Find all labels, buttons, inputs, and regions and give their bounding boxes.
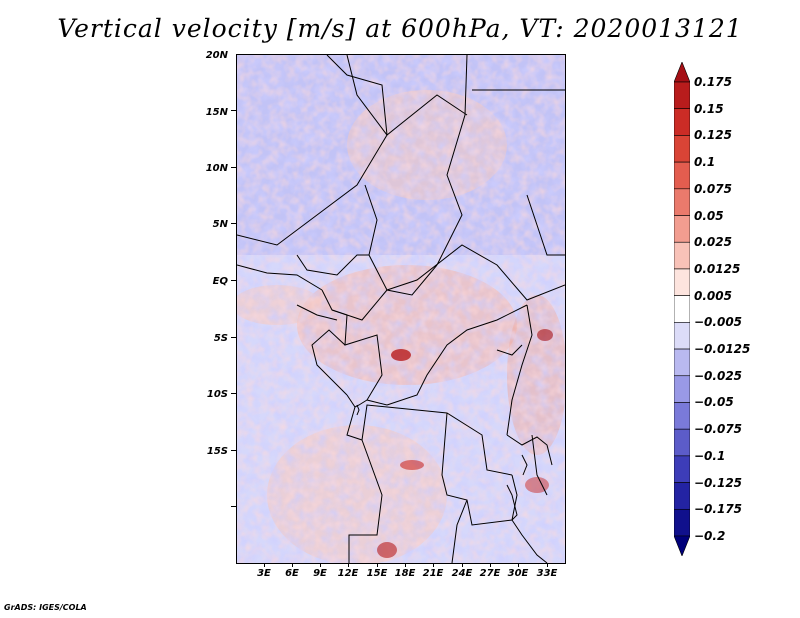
footer-credit: GrADS: IGES/COLA xyxy=(4,603,87,612)
colorbar-segment xyxy=(674,295,690,323)
colorbar-cap-top xyxy=(674,62,690,83)
lon-tick xyxy=(518,563,519,567)
lon-tick xyxy=(377,563,378,567)
colorbar-segment xyxy=(674,241,690,270)
lon-label-6e: 6E xyxy=(285,568,299,579)
colorbar-segment xyxy=(674,108,690,136)
lat-label-eq: EQ xyxy=(212,276,228,287)
colorbar-label: 0.1 xyxy=(694,155,716,170)
lat-label-5s: 5S xyxy=(213,333,228,344)
lat-tick xyxy=(231,393,236,394)
colorbar xyxy=(674,62,690,556)
lon-tick xyxy=(547,563,548,567)
lat-tick xyxy=(231,450,236,451)
lat-label-10n: 10N xyxy=(205,163,228,174)
colorbar-label: −0.005 xyxy=(694,315,743,330)
lon-label-15e: 15E xyxy=(366,568,388,579)
colorbar-label: 0.05 xyxy=(694,208,724,223)
colorbar-segment xyxy=(674,268,690,296)
colorbar-segment xyxy=(674,215,690,243)
lat-tick xyxy=(231,223,236,224)
colorbar-label: 0.0125 xyxy=(694,261,741,276)
lat-label-20n: 20N xyxy=(205,50,228,61)
colorbar-label: 0.005 xyxy=(694,288,732,303)
lon-tick xyxy=(490,563,491,567)
colorbar-segment xyxy=(674,402,690,430)
lon-tick xyxy=(462,563,463,567)
map-panel xyxy=(236,54,566,564)
colorbar-segment xyxy=(674,188,690,216)
colorbar-segment xyxy=(674,508,690,537)
lon-tick xyxy=(433,563,434,567)
colorbar-label: 0.125 xyxy=(694,128,732,143)
colorbar-segment xyxy=(674,161,690,190)
lon-tick xyxy=(348,563,349,567)
colorbar-label: 0.075 xyxy=(694,181,732,196)
colorbar-label: −0.05 xyxy=(694,395,734,410)
lat-label-5n: 5N xyxy=(212,219,228,230)
colorbar-label: −0.025 xyxy=(694,368,743,383)
colorbar-segment xyxy=(674,135,690,163)
colorbar-label: −0.1 xyxy=(694,448,726,463)
lon-label-33e: 33E xyxy=(536,568,558,579)
colorbar-label: 0.175 xyxy=(694,75,732,89)
lon-label-30e: 30E xyxy=(507,568,529,579)
lat-tick xyxy=(231,167,236,168)
chart-title: Vertical velocity [m/s] at 600hPa, VT: 2… xyxy=(57,14,743,43)
colorbar-label: −0.075 xyxy=(694,422,743,437)
lat-tick xyxy=(231,280,236,281)
lon-label-18e: 18E xyxy=(394,568,416,579)
lat-tick xyxy=(231,337,236,338)
velocity-field xyxy=(237,55,565,563)
lat-tick xyxy=(231,506,236,507)
lat-label-15n: 15N xyxy=(205,107,228,118)
lon-tick xyxy=(264,563,265,567)
colorbar-segment xyxy=(674,348,690,377)
colorbar-segment xyxy=(674,428,690,457)
colorbar-segment xyxy=(674,81,690,110)
lon-label-9e: 9E xyxy=(313,568,327,579)
colorbar-label: −0.125 xyxy=(694,475,743,490)
colorbar-label: 0.025 xyxy=(694,235,732,250)
lat-label-10s: 10S xyxy=(206,389,228,400)
colorbar-segment xyxy=(674,455,690,483)
lon-label-12e: 12E xyxy=(337,568,359,579)
colorbar-segment xyxy=(674,322,690,350)
colorbar-label: −0.0125 xyxy=(694,342,751,357)
lon-label-24e: 24E xyxy=(451,568,473,579)
lat-tick xyxy=(231,110,236,111)
colorbar-segment xyxy=(674,375,690,403)
lon-label-3e: 3E xyxy=(257,568,271,579)
colorbar-label: −0.175 xyxy=(694,502,743,517)
lon-label-21e: 21E xyxy=(422,568,444,579)
colorbar-segment xyxy=(674,482,690,510)
colorbar-label: 0.15 xyxy=(694,101,724,116)
lon-label-27e: 27E xyxy=(479,568,501,579)
lon-tick xyxy=(292,563,293,567)
lon-tick xyxy=(405,563,406,567)
lon-tick xyxy=(320,563,321,567)
lat-label-15s: 15S xyxy=(206,446,228,457)
colorbar-label: −0.2 xyxy=(694,529,726,543)
colorbar-cap-bottom xyxy=(674,535,690,556)
